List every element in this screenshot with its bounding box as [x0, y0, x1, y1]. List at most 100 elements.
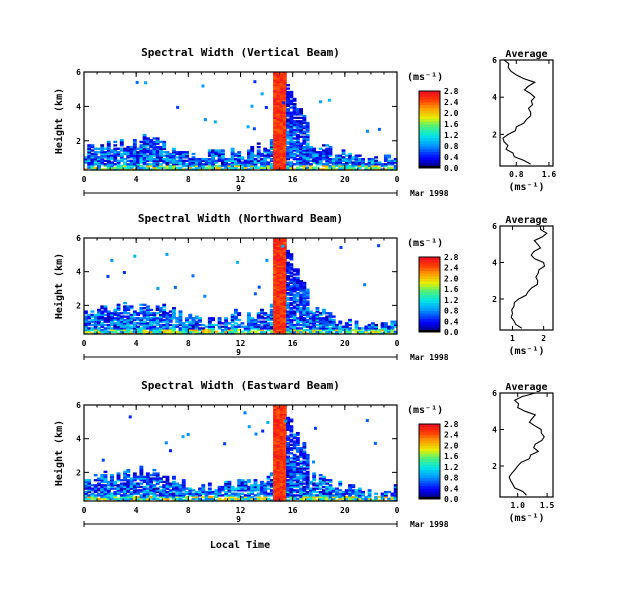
heatmap-cell: [305, 490, 310, 494]
heatmap-cell: [233, 328, 238, 332]
x-tick-label: 16: [288, 175, 298, 184]
heatmap-cell: [325, 315, 330, 318]
heatmap-cell: [129, 482, 134, 485]
heatmap-cell: [286, 276, 291, 280]
heatmap-cell: [276, 149, 281, 152]
heatmap-cell: [172, 159, 176, 163]
heatmap-cell: [348, 320, 352, 323]
heatmap-cell: [116, 327, 121, 330]
heatmap-cell: [279, 241, 284, 244]
heatmap-cell: [322, 312, 326, 315]
heatmap-cell: [162, 140, 167, 144]
heatmap-cell: [198, 161, 202, 164]
panel-title: Spectral Width (Vertical Beam): [141, 46, 340, 59]
heatmap-cell: [292, 102, 297, 106]
heatmap-cell: [282, 140, 287, 144]
heatmap-cell: [338, 157, 343, 161]
heatmap-cell: [374, 325, 379, 328]
heatmap-cell: [126, 484, 131, 487]
heatmap-cell: [256, 323, 261, 327]
heatmap-cell: [286, 418, 291, 421]
heatmap-cell: [243, 487, 248, 490]
heatmap-cell: [178, 163, 183, 166]
heatmap-cell: [113, 156, 118, 159]
heatmap-cell: [282, 82, 287, 85]
heatmap-cell: [292, 470, 297, 473]
heatmap-cell: [162, 315, 167, 318]
heatmap-cell: [110, 494, 114, 497]
heatmap-cell: [142, 485, 147, 489]
heatmap-cell: [315, 318, 320, 322]
heatmap-cell: [266, 487, 271, 490]
colorbar-segment: [419, 480, 440, 484]
heatmap-cell: [152, 494, 157, 497]
heatmap-cell: [299, 448, 304, 452]
heatmap-cell: [87, 489, 92, 492]
heatmap-cell: [295, 431, 300, 435]
heatmap-cell: [119, 317, 124, 320]
heatmap-cell: [149, 497, 154, 500]
heatmap-cell: [380, 497, 385, 500]
heatmap-cell: [348, 166, 352, 169]
heatmap-cell: [152, 495, 157, 499]
heatmap-cell: [282, 313, 287, 317]
heatmap-cell: [308, 152, 313, 156]
heatmap-cell: [132, 310, 137, 313]
heatmap-cell: [374, 327, 379, 330]
heatmap-cell: [273, 109, 277, 113]
heatmap-cell: [178, 161, 183, 164]
heatmap-cell: [93, 147, 98, 150]
heatmap-cell: [387, 330, 392, 333]
heatmap-cell: [282, 430, 287, 433]
heatmap-cell: [335, 492, 339, 495]
heatmap-cell: [253, 485, 258, 489]
heatmap-cell: [139, 497, 144, 500]
heatmap-cell: [318, 147, 323, 150]
heatmap-cell: [312, 490, 317, 494]
heatmap-cell: [282, 328, 287, 332]
heatmap-cell: [260, 308, 264, 312]
heatmap-cell: [263, 317, 268, 320]
heatmap-cell: [158, 147, 163, 150]
heatmap-cell: [279, 295, 284, 298]
colorbar-segment: [419, 490, 440, 495]
heatmap-cell: [207, 330, 212, 333]
heatmap-cell: [367, 490, 372, 494]
heatmap-cell: [295, 437, 300, 440]
heatmap-cell: [292, 315, 297, 318]
heatmap-cell: [145, 327, 150, 330]
heatmap-cell: [305, 475, 310, 479]
heatmap-cell: [250, 327, 255, 330]
heatmap-cell: [315, 495, 320, 499]
heatmap-cell: [247, 485, 251, 489]
heatmap-cell: [273, 254, 277, 258]
heatmap-cell: [172, 330, 176, 333]
heatmap-cell: [191, 494, 196, 497]
heatmap-cell: [305, 296, 310, 300]
heatmap-cell: [224, 320, 229, 323]
heatmap-cell: [322, 151, 326, 154]
heatmap-cell: [155, 140, 160, 144]
heatmap-cell: [286, 149, 291, 152]
heatmap-cell: [129, 166, 134, 169]
heatmap-cell: [318, 163, 323, 166]
heatmap-cell: [139, 157, 144, 161]
heatmap-cell: [116, 303, 121, 306]
heatmap-cell: [247, 480, 251, 484]
heatmap-cell: [100, 313, 105, 317]
heatmap-cell: [276, 406, 281, 409]
heatmap-cell: [158, 330, 163, 333]
heatmap-cell: [302, 116, 307, 120]
heatmap-cell: [133, 254, 137, 258]
heatmap-cell: [276, 300, 281, 303]
heatmap-cell: [393, 330, 398, 333]
heatmap-cell: [256, 151, 261, 154]
heatmap-cell: [113, 154, 118, 157]
average-y-tick-label: 2: [492, 130, 497, 139]
heatmap-cell: [211, 149, 216, 152]
heatmap-cell: [136, 477, 141, 480]
x-tick-label: 20: [340, 506, 350, 515]
heatmap-cell: [299, 130, 304, 133]
heatmap-cell: [266, 420, 270, 424]
heatmap-cell: [361, 157, 365, 161]
